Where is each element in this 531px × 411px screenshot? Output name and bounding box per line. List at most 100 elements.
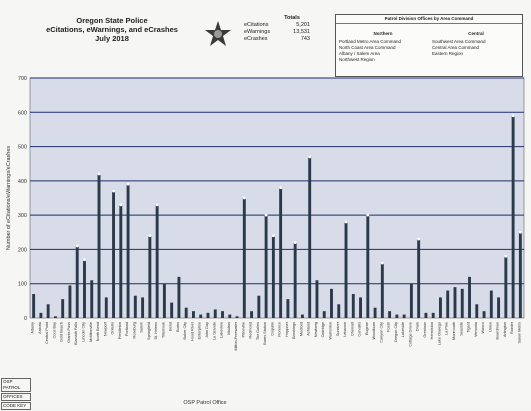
x-tick-label: Grants Pass (67, 322, 71, 343)
bar (417, 239, 421, 318)
totals-box: Totals eCitations 5,201 eWarnings 13,531 e… (244, 15, 310, 43)
bar (460, 288, 464, 318)
bar (46, 304, 50, 318)
bar (322, 311, 326, 318)
x-tick-label: Oregon City (394, 322, 398, 342)
x-tick-label: Sunriver (336, 321, 340, 336)
bar-marker (242, 196, 246, 200)
x-tick-label: Lebanon (343, 322, 347, 337)
bar (32, 294, 36, 318)
x-tick-label: Corvallis (358, 322, 362, 337)
x-tick-label: Central Point (45, 321, 49, 344)
bar (315, 280, 319, 318)
legend-item: Albany / Salem Area (339, 51, 380, 56)
bar (482, 311, 486, 318)
x-tick-label: Albany (31, 322, 35, 334)
x-tick-label: Pendleton (118, 322, 122, 339)
bar (402, 314, 406, 318)
legend-box: Patrol Division Offices by Area Command … (335, 14, 523, 77)
totals-value: 13,531 (293, 29, 310, 35)
bar (53, 316, 57, 318)
x-tick-label: Vernonia (474, 321, 478, 337)
x-tick-label: Burns Station (263, 322, 267, 345)
totals-row: eCitations 5,201 (244, 22, 310, 29)
x-tick-label: Heppner (285, 321, 289, 336)
bar (395, 314, 399, 318)
totals-heading: Totals (284, 15, 300, 21)
x-tick-label: Bend (169, 322, 173, 331)
x-tick-label: Warrenton (328, 322, 332, 340)
totals-label: eCrashes (244, 36, 268, 42)
bar (293, 242, 297, 318)
x-tick-label: John Day (205, 322, 209, 338)
bar (119, 204, 123, 318)
x-tick-label: Rainier (510, 321, 514, 334)
x-tick-label: Woodburn (372, 322, 376, 339)
x-tick-label: Cottage Grove (408, 322, 412, 347)
bar (104, 297, 108, 318)
bar (511, 115, 515, 318)
bar-marker (293, 241, 297, 244)
totals-value: 743 (300, 36, 310, 42)
bar-marker (271, 234, 275, 238)
x-tick-label: Madras (227, 322, 231, 335)
bar (242, 198, 246, 318)
plot-area (29, 77, 525, 319)
x-tick-label: Portland (125, 322, 129, 336)
bar (308, 156, 312, 318)
bar-marker (112, 189, 115, 193)
bar (337, 304, 341, 318)
x-tick-label: Enterprise (198, 322, 202, 339)
x-tick-label: Chemult (350, 321, 354, 336)
y-tick-label: 700 (18, 76, 27, 82)
x-tick-label: Brookings (292, 322, 296, 339)
bar (431, 312, 435, 318)
x-tick-label: Coquille (270, 322, 274, 336)
x-tick-label: Lakeview (220, 322, 224, 338)
y-tick-label: 200 (18, 247, 27, 253)
x-tick-label: Tigard (467, 322, 471, 333)
bar (126, 184, 130, 318)
x-tick-label: Salem Metro (517, 322, 521, 344)
x-tick-label: Gresham (423, 322, 427, 338)
legend-column-right: Central Southwest Area Command Central A… (432, 31, 520, 57)
bar (250, 311, 254, 318)
bar (344, 222, 348, 318)
x-tick-label: Oakridge (321, 322, 325, 337)
bar-marker (308, 155, 312, 159)
x-tick-label: Canyon City (379, 322, 383, 343)
x-tick-label: Fossil (387, 322, 391, 332)
bar (279, 187, 283, 318)
totals-value: 5,201 (296, 22, 310, 28)
x-tick-label: Boardman (496, 322, 500, 340)
title-line-1: Oregon State Police (76, 16, 148, 25)
code-key-line: CODE KEY (1, 402, 31, 410)
bar-marker (511, 114, 515, 118)
bar (213, 309, 217, 318)
bar (373, 307, 377, 318)
bar-marker (417, 237, 421, 241)
bar-marker (126, 182, 130, 186)
x-tick-label: Newport (103, 321, 107, 336)
bar (300, 314, 304, 318)
totals-label: eCitations (244, 22, 269, 28)
x-tick-label: Medford (299, 322, 303, 336)
x-tick-label: Roseburg (132, 322, 136, 338)
code-key: OSP PATROL OFFICES CODE KEY (1, 378, 31, 411)
x-tick-label: Wasco (481, 322, 485, 333)
x-tick-label: Tillamook (161, 322, 165, 338)
x-tick-label: Newberg (314, 322, 318, 337)
bar-marker (83, 258, 86, 262)
bar (497, 297, 501, 318)
x-tick-label: Ontario (111, 322, 115, 334)
x-tick-label: Astoria (38, 321, 42, 334)
x-tick-label: La Pine (445, 322, 449, 335)
legend-item: Northwest Region (339, 57, 375, 62)
bar (380, 263, 384, 318)
bar-marker (344, 220, 348, 224)
bar (75, 246, 79, 318)
x-tick-label: Burns (176, 322, 180, 332)
bar (489, 290, 493, 318)
bar (112, 191, 115, 318)
bar-marker (279, 186, 283, 190)
